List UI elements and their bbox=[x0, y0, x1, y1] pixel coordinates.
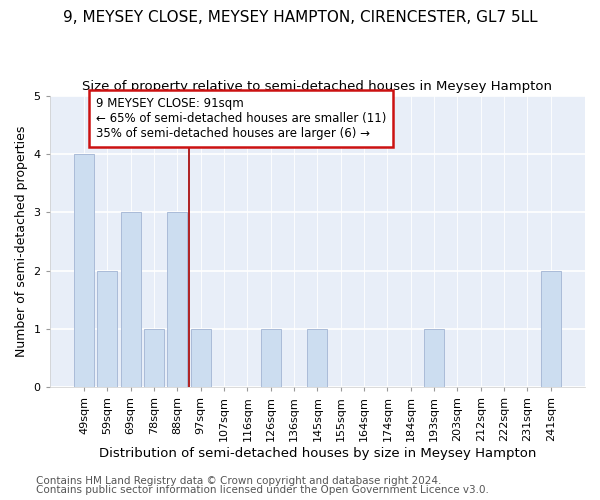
Bar bbox=[307, 329, 327, 388]
Bar bbox=[121, 212, 140, 388]
Text: Contains HM Land Registry data © Crown copyright and database right 2024.: Contains HM Land Registry data © Crown c… bbox=[36, 476, 442, 486]
Bar bbox=[261, 329, 281, 388]
Bar bbox=[541, 270, 560, 388]
Bar bbox=[144, 329, 164, 388]
Bar bbox=[97, 270, 117, 388]
Text: 9 MEYSEY CLOSE: 91sqm
← 65% of semi-detached houses are smaller (11)
35% of semi: 9 MEYSEY CLOSE: 91sqm ← 65% of semi-deta… bbox=[95, 98, 386, 140]
Text: 9, MEYSEY CLOSE, MEYSEY HAMPTON, CIRENCESTER, GL7 5LL: 9, MEYSEY CLOSE, MEYSEY HAMPTON, CIRENCE… bbox=[62, 10, 538, 25]
Text: Contains public sector information licensed under the Open Government Licence v3: Contains public sector information licen… bbox=[36, 485, 489, 495]
Bar bbox=[424, 329, 444, 388]
Y-axis label: Number of semi-detached properties: Number of semi-detached properties bbox=[15, 126, 28, 357]
Title: Size of property relative to semi-detached houses in Meysey Hampton: Size of property relative to semi-detach… bbox=[82, 80, 553, 93]
Bar bbox=[167, 212, 187, 388]
X-axis label: Distribution of semi-detached houses by size in Meysey Hampton: Distribution of semi-detached houses by … bbox=[98, 447, 536, 460]
Bar bbox=[74, 154, 94, 388]
Bar bbox=[191, 329, 211, 388]
